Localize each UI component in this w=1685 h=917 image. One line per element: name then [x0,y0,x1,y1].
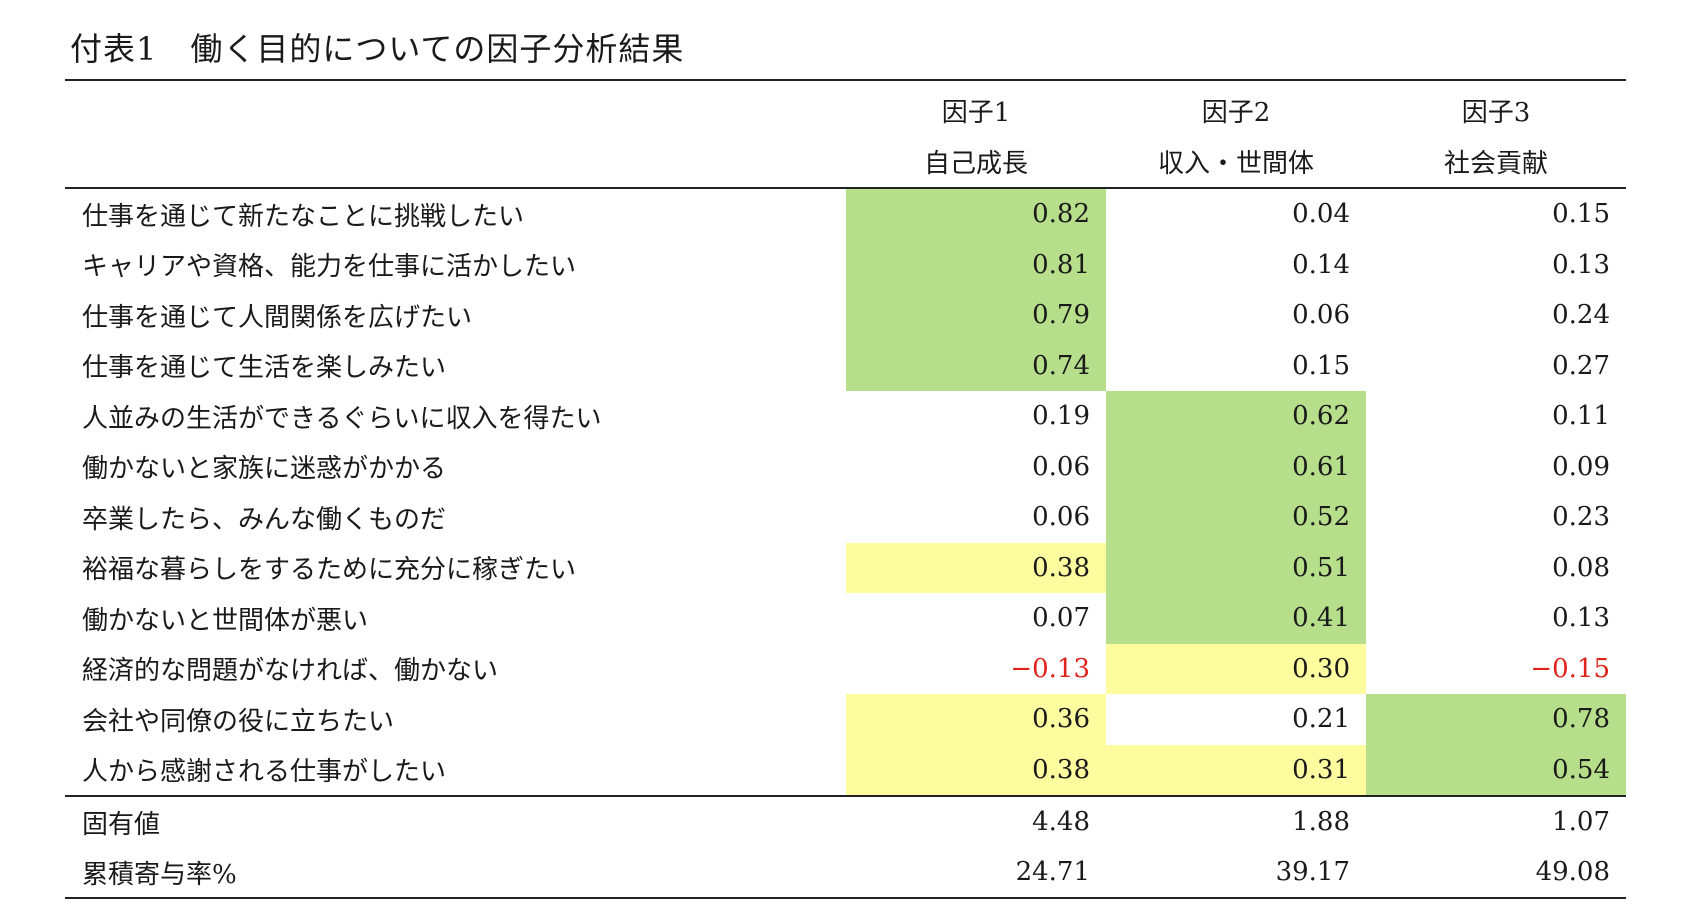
table-row: 人並みの生活ができるぐらいに収入を得たい 0.19 0.62 0.11 [65,391,1626,442]
row-label: 働かないと家族に迷惑がかかる [82,454,447,485]
table-row: 経済的な問題がなければ、働かない −0.13 0.30 −0.15 [65,643,1626,694]
factor-analysis-table: 因子1 因子2 因子3 自己成長 収入・世間体 社会貢献 仕事を通じて新たなこと… [65,79,1626,899]
cumulative-factor-2: 39.17 [1275,857,1350,887]
factor-1-value: 0.82 [846,188,1106,240]
row-label: 裕福な暮らしをするために充分に稼ぎたい [82,555,577,586]
cumulative-factor-3: 49.08 [1535,857,1610,887]
factor-2-value: 0.52 [1106,492,1366,543]
factor-1-value: 0.36 [846,694,1106,745]
header-row-factor-labels: 因子1 因子2 因子3 [65,80,1626,136]
factor-2-label: 因子2 [1201,98,1271,128]
eigenvalue-factor-1: 4.48 [1032,807,1090,837]
eigenvalue-row: 固有値 4.48 1.88 1.07 [65,796,1626,847]
factor-3-value: 0.13 [1552,603,1610,634]
table-row: 仕事を通じて人間関係を広げたい 0.79 0.06 0.24 [65,290,1626,341]
factor-2-value: 0.51 [1106,542,1366,593]
table-row: 裕福な暮らしをするために充分に稼ぎたい 0.38 0.51 0.08 [65,542,1626,593]
factor-2-value: 0.61 [1106,441,1366,492]
table-row: 仕事を通じて新たなことに挑戦したい 0.82 0.04 0.15 [65,188,1626,240]
eigenvalue-label: 固有値 [82,809,161,840]
factor-2-value: 0.62 [1106,391,1366,442]
factor-1-value: −0.13 [1010,653,1090,684]
factor-1-value: 0.38 [846,744,1106,796]
row-label: キャリアや資格、能力を仕事に活かしたい [82,252,577,283]
factor-2-value: 0.06 [1292,300,1350,331]
factor-1-value: 0.81 [846,239,1106,290]
factor-3-value: 0.54 [1366,744,1626,796]
factor-2-value: 0.41 [1106,593,1366,644]
factor-3-value: 0.23 [1552,502,1610,533]
row-label: 会社や同僚の役に立ちたい [82,706,395,737]
row-label: 人並みの生活ができるぐらいに収入を得たい [82,403,602,434]
table-row: キャリアや資格、能力を仕事に活かしたい 0.81 0.14 0.13 [65,239,1626,290]
factor-3-value: 0.13 [1552,249,1610,280]
cumulative-contribution-row: 累積寄与率% 24.71 39.17 49.08 [65,847,1626,898]
summary-rows: 固有値 4.48 1.88 1.07 累積寄与率% 24.71 39.17 49… [65,796,1626,898]
header-row-factor-names: 自己成長 収入・世間体 社会貢献 [65,136,1626,188]
table-row: 働かないと家族に迷惑がかかる 0.06 0.61 0.09 [65,441,1626,492]
factor-1-value: 0.74 [846,340,1106,391]
factor-1-value: 0.79 [846,290,1106,341]
table-row: 卒業したら、みんな働くものだ 0.06 0.52 0.23 [65,492,1626,543]
factor-1-value: 0.19 [1032,401,1090,432]
cumulative-contribution-label: 累積寄与率% [82,859,237,890]
factor-3-value: −0.15 [1530,653,1610,684]
factor-1-value: 0.07 [1032,603,1090,634]
row-label: 仕事を通じて人間関係を広げたい [82,302,473,333]
factor-1-label: 因子1 [941,98,1011,128]
factor-2-name: 収入・世間体 [1157,149,1314,179]
factor-3-value: 0.11 [1552,401,1610,432]
table-row: 会社や同僚の役に立ちたい 0.36 0.21 0.78 [65,694,1626,745]
table-row: 仕事を通じて生活を楽しみたい 0.74 0.15 0.27 [65,340,1626,391]
data-rows: 仕事を通じて新たなことに挑戦したい 0.82 0.04 0.15 キャリアや資格… [65,188,1626,796]
header-corner-2 [65,136,846,188]
factor-3-value: 0.24 [1552,300,1610,331]
factor-3-label: 因子3 [1461,98,1531,128]
cumulative-factor-1: 24.71 [1015,857,1090,887]
factor-2-value: 0.21 [1292,704,1350,735]
factor-3-value: 0.15 [1552,199,1610,230]
factor-1-name: 自己成長 [923,149,1028,179]
row-label: 人から感謝される仕事がしたい [82,757,447,788]
factor-3-value: 0.78 [1366,694,1626,745]
factor-3-name: 社会貢献 [1443,149,1548,179]
row-label: 仕事を通じて新たなことに挑戦したい [82,201,525,232]
factor-2-value: 0.04 [1292,199,1350,230]
factor-2-value: 0.14 [1292,249,1350,280]
row-label: 仕事を通じて生活を楽しみたい [82,353,447,384]
factor-3-value: 0.09 [1552,451,1610,482]
header-corner [65,80,846,136]
factor-3-value: 0.27 [1552,350,1610,381]
row-label: 卒業したら、みんな働くものだ [82,504,447,535]
table-row: 人から感謝される仕事がしたい 0.38 0.31 0.54 [65,744,1626,796]
factor-3-value: 0.08 [1552,552,1610,583]
table-title: 付表1 働く目的についての因子分析結果 [70,30,685,68]
factor-2-value: 0.31 [1106,744,1366,796]
row-label: 経済的な問題がなければ、働かない [82,656,499,687]
row-label: 働かないと世間体が悪い [82,605,369,636]
factor-1-value: 0.38 [846,542,1106,593]
factor-2-value: 0.15 [1292,350,1350,381]
table-row: 働かないと世間体が悪い 0.07 0.41 0.13 [65,593,1626,644]
eigenvalue-factor-3: 1.07 [1552,807,1610,837]
factor-1-value: 0.06 [1032,502,1090,533]
factor-1-value: 0.06 [1032,451,1090,482]
eigenvalue-factor-2: 1.88 [1292,807,1350,837]
factor-2-value: 0.30 [1106,643,1366,694]
